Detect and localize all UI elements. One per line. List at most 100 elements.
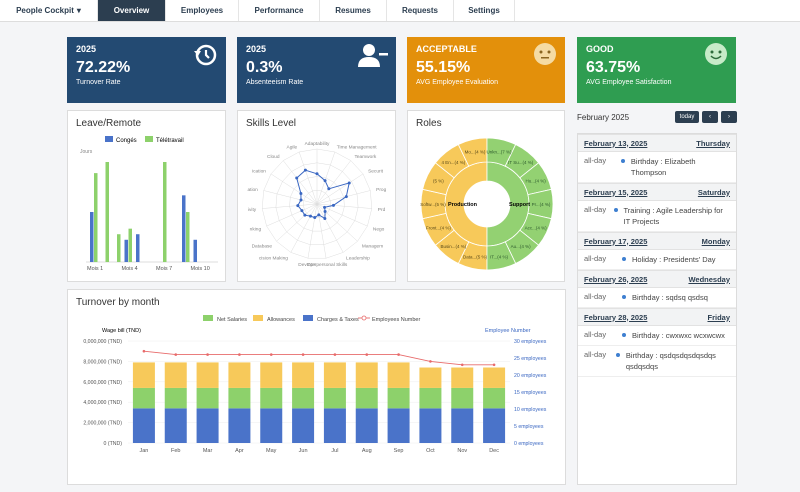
calendar-day-header[interactable]: February 28, 2025 Friday: [578, 308, 736, 326]
calendar-event[interactable]: all-day Birthday : sqdsq qsdsq: [578, 288, 736, 308]
bar-net-salaries: [164, 387, 187, 409]
calendar-event[interactable]: all-day Training : Agile Leadership for I…: [578, 201, 736, 232]
employee-axis-label: Employee Number: [485, 328, 531, 334]
calendar-date[interactable]: February 15, 2025: [584, 187, 648, 197]
bar-charges-taxes: [387, 408, 410, 443]
event-time: all-day: [584, 156, 607, 165]
roles-slice-label: Front...(4 %): [426, 225, 452, 230]
calendar-event[interactable]: all-day Birthday : qsdqsdqsdqsdqs qsdqsdq…: [578, 346, 736, 377]
x-tick-label: Nov: [457, 448, 467, 454]
tab-performance[interactable]: Performance: [238, 0, 319, 21]
calendar-weekday[interactable]: Saturday: [697, 187, 730, 197]
tab-resumes[interactable]: Resumes: [319, 0, 386, 21]
legend-marker: [361, 315, 367, 321]
kpi-value: 63.75%: [586, 59, 641, 76]
radar-point: [315, 172, 319, 176]
bar-net-salaries: [323, 387, 346, 409]
calendar-weekday[interactable]: Wednesday: [688, 274, 730, 284]
calendar-event[interactable]: all-day Holiday : Presidents' Day: [578, 250, 736, 270]
y-tick-label: 0 (TND): [104, 441, 123, 447]
calendar-day-header[interactable]: February 15, 2025 Saturday: [578, 183, 736, 201]
y-right-tick-label: 15 employees: [514, 390, 547, 396]
roles-slice-label: IT...(4 %): [490, 255, 509, 260]
event-dot-icon: [613, 208, 618, 212]
radar-point: [323, 179, 327, 183]
calendar-weekday[interactable]: Friday: [707, 312, 730, 322]
radar-point: [327, 187, 331, 191]
radar-ring: [289, 176, 345, 232]
next-button[interactable]: ›: [721, 111, 737, 123]
bar-net-salaries: [292, 387, 315, 409]
bar-conges: [136, 234, 140, 262]
employees-point: [174, 353, 178, 356]
y-axis-label: Jours: [80, 149, 93, 155]
calendar-day-header[interactable]: February 13, 2025 Thursday: [578, 134, 736, 152]
bar-net-salaries: [483, 387, 506, 409]
radar-point: [308, 214, 312, 218]
skills-card: Skills Level Adaptability Time Management…: [237, 110, 396, 282]
y-tick-label: 0,000,000 (TND): [83, 339, 122, 345]
radar-spoke: [316, 203, 327, 259]
brand-label: People Cockpit: [16, 6, 74, 15]
calendar-weekday[interactable]: Thursday: [696, 138, 730, 148]
event-title: Training : Agile Leadership for IT Proje…: [623, 206, 723, 226]
calendar-event[interactable]: all-day Birthday : Elizabeth Thompson: [578, 152, 736, 183]
radar-spoke: [316, 203, 344, 253]
radar-point: [331, 203, 335, 207]
calendar-month: February 2025: [577, 112, 630, 122]
skills-title: Skills Level: [246, 118, 297, 129]
radar-axis-label: Time Management: [337, 144, 377, 150]
radar-point: [347, 181, 351, 185]
event-time: all-day: [584, 350, 607, 359]
radar-ring: [275, 162, 359, 245]
event-title: Birthday : Elizabeth Thompson: [630, 157, 696, 177]
radar-axis-label: Cloud: [267, 154, 280, 160]
calendar-date[interactable]: February 28, 2025: [584, 312, 648, 322]
calendar-day-header[interactable]: February 17, 2025 Monday: [578, 232, 736, 250]
bar-allowances: [419, 367, 442, 388]
tab-overview[interactable]: Overview: [97, 0, 165, 21]
radar-spoke: [316, 173, 364, 205]
roles-slice-label: Au...(4 %): [511, 244, 532, 249]
roles-card: Roles Production Support Data...(5 %) Bus…: [407, 110, 565, 282]
y-right-tick-label: 20 employees: [514, 373, 547, 379]
leave-chart: Congés Télétravail Jours Mois 1 Mois 4 Moi…: [80, 136, 218, 272]
legend-label: Allowances: [267, 317, 295, 323]
employees-line: [143, 350, 495, 366]
calendar-day-header[interactable]: February 26, 2025 Wednesday: [578, 270, 736, 288]
tab-settings[interactable]: Settings: [453, 0, 515, 21]
event-dot-icon: [622, 295, 626, 299]
calendar-event[interactable]: all-day Birthday : cwxwxc wcxwcwx: [578, 326, 736, 346]
roles-slice-label: Acc...(4 %): [525, 225, 548, 230]
calendar-date[interactable]: February 17, 2025: [584, 236, 648, 246]
y-tick-label: 8,000,000 (TND): [83, 359, 122, 365]
roles-support-slice[interactable]: [486, 241, 517, 271]
calendar-date[interactable]: February 26, 2025: [584, 274, 648, 284]
top-nav: People Cockpit ▾ Overview Employees Perf…: [0, 0, 800, 22]
bar-charges-taxes: [260, 408, 283, 443]
radar-axis-label: Managem: [362, 243, 383, 249]
legend-label: Charges & Taxes: [317, 317, 359, 323]
brand-menu[interactable]: People Cockpit ▾: [0, 0, 97, 21]
kpi-status: GOOD: [586, 44, 614, 54]
today-button[interactable]: today: [675, 111, 699, 123]
user-minus-icon: [358, 44, 388, 67]
x-tick-label: Jan: [139, 448, 148, 454]
bar-teletravail: [186, 212, 190, 262]
radar-axis-label: Adaptability: [305, 141, 330, 147]
tab-employees[interactable]: Employees: [165, 0, 238, 21]
bar-allowances: [451, 367, 474, 388]
x-tick-label: Feb: [171, 448, 180, 454]
kpi-turnover: 2025 72.22% Turnover Rate: [67, 37, 226, 103]
employees-point: [397, 353, 400, 356]
bar-net-salaries: [228, 387, 251, 409]
calendar-header: February 2025 today ‹ ›: [577, 108, 737, 126]
kpi-status: ACCEPTABLE: [416, 44, 477, 54]
tab-requests[interactable]: Requests: [386, 0, 453, 21]
calendar-date[interactable]: February 13, 2025: [584, 138, 648, 148]
turnover-card: Turnover by month Net Salaries Allowances…: [67, 289, 566, 485]
radar-point: [323, 205, 327, 209]
roles-slice-label: Softw...(5 %): [420, 202, 446, 207]
calendar-weekday[interactable]: Monday: [701, 236, 730, 246]
prev-button[interactable]: ‹: [702, 111, 718, 123]
